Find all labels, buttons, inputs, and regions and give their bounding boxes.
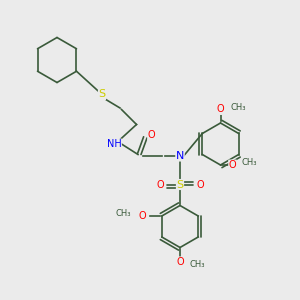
Text: NH: NH [106,139,122,149]
Text: N: N [176,151,184,161]
Text: CH₃: CH₃ [189,260,205,269]
Text: O: O [156,179,164,190]
Text: O: O [176,257,184,267]
Text: O: O [139,211,146,221]
Text: O: O [217,104,224,115]
Text: CH₃: CH₃ [230,103,246,112]
Text: O: O [148,130,155,140]
Text: S: S [98,89,106,100]
Text: O: O [229,160,236,170]
Text: O: O [196,179,204,190]
Text: CH₃: CH₃ [242,158,257,167]
Text: CH₃: CH₃ [116,209,131,218]
Text: S: S [176,179,184,190]
